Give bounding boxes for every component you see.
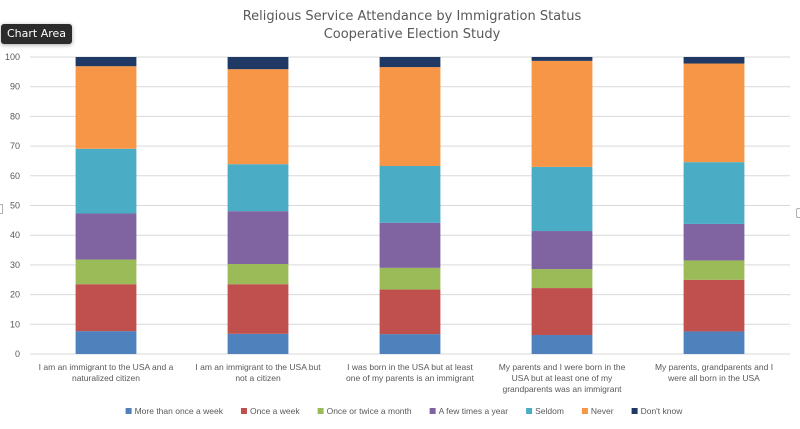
y-tick-label: 70 — [10, 141, 20, 151]
bar-segment-a-few-times-a-year[interactable] — [227, 211, 289, 265]
y-tick-label: 80 — [10, 111, 20, 121]
bar-segment-never[interactable] — [75, 66, 137, 149]
x-category-label: naturalized citizen — [72, 373, 140, 383]
bar-segment-once-a-week[interactable] — [227, 284, 289, 334]
legend-label: Seldom — [535, 406, 564, 416]
bar-segment-a-few-times-a-year[interactable] — [531, 231, 593, 270]
bar-segment-once-or-twice-a-month[interactable] — [531, 269, 593, 289]
y-tick-label: 90 — [10, 82, 20, 92]
bar-segment-never[interactable] — [531, 60, 593, 167]
chart-area-tooltip: Chart Area — [1, 24, 73, 44]
resize-handle-left[interactable] — [0, 204, 3, 214]
y-tick-label: 0 — [15, 349, 20, 359]
bar-segment-more-than-once-a-week[interactable] — [75, 331, 137, 354]
resize-handle-right[interactable] — [796, 208, 800, 218]
legend-swatch — [581, 408, 588, 414]
bar-segment-seldom[interactable] — [531, 166, 593, 232]
bar-segment-once-a-week[interactable] — [531, 288, 593, 335]
legend-swatch — [631, 408, 638, 414]
bar-segment-more-than-once-a-week[interactable] — [531, 334, 593, 354]
chart-subtitle: Cooperative Election Study — [324, 27, 501, 42]
legend-label: Don't know — [641, 406, 684, 416]
x-category-label: I am an immigrant to the USA but — [195, 362, 321, 372]
bar-segment-seldom[interactable] — [75, 148, 137, 214]
y-tick-label: 40 — [10, 230, 20, 240]
x-category-label: My parents, grandparents and I — [655, 362, 773, 372]
y-axis-ticks: 0 10 20 30 40 50 60 70 80 90 100 — [5, 52, 20, 359]
bar-segment-once-or-twice-a-month[interactable] — [683, 260, 745, 280]
bar-segment-once-a-week[interactable] — [683, 279, 745, 332]
bar-segment-never[interactable] — [379, 67, 441, 166]
bar-segment-a-few-times-a-year[interactable] — [379, 222, 441, 268]
bar-segment-more-than-once-a-week[interactable] — [227, 333, 289, 354]
bar-segment-don-t-know[interactable] — [379, 57, 441, 68]
y-tick-label: 20 — [10, 290, 20, 300]
y-tick-label: 60 — [10, 171, 20, 181]
bar-segment-more-than-once-a-week[interactable] — [379, 334, 441, 354]
bar-segment-once-or-twice-a-month[interactable] — [379, 267, 441, 290]
legend: More than once a week Once a week Once or … — [125, 406, 684, 416]
y-tick-label: 30 — [10, 260, 20, 270]
legend-swatch — [526, 408, 533, 414]
legend-swatch — [125, 408, 132, 414]
x-category-label: My parents and I were born in the — [499, 362, 626, 372]
x-category-label: were all born in the USA — [667, 373, 760, 383]
bar-segment-don-t-know[interactable] — [75, 57, 137, 67]
y-tick-label: 50 — [10, 201, 20, 211]
legend-label: Never — [591, 406, 614, 416]
legend-swatch — [317, 408, 324, 414]
bar-segment-don-t-know[interactable] — [683, 57, 745, 64]
y-tick-label: 10 — [10, 319, 20, 329]
bar-segment-a-few-times-a-year[interactable] — [683, 223, 745, 261]
bar-segment-seldom[interactable] — [379, 165, 441, 223]
x-category-label: not a citizen — [235, 373, 281, 383]
y-tick-label: 100 — [5, 52, 20, 62]
legend-swatch — [429, 408, 436, 414]
bar-segment-once-a-week[interactable] — [75, 284, 137, 332]
bar-segment-don-t-know[interactable] — [227, 57, 289, 70]
x-category-label: grandparents was an immigrant — [502, 384, 622, 394]
bar-segment-a-few-times-a-year[interactable] — [75, 213, 137, 260]
x-category-label: I was born in the USA but at least — [347, 362, 473, 372]
bar-segment-don-t-know[interactable] — [531, 57, 593, 61]
legend-label: More than once a week — [135, 406, 224, 416]
x-category-label: one of my parents is an immigrant — [346, 373, 475, 383]
legend-label: A few times a year — [439, 406, 509, 416]
legend-label: Once or twice a month — [327, 406, 412, 416]
bar-segment-seldom[interactable] — [683, 162, 745, 224]
bar-segment-more-than-once-a-week[interactable] — [683, 331, 745, 354]
bar-segment-once-or-twice-a-month[interactable] — [227, 264, 289, 285]
bar-segment-seldom[interactable] — [227, 164, 289, 212]
bars — [75, 57, 745, 354]
bar-segment-once-or-twice-a-month[interactable] — [75, 259, 137, 285]
legend-swatch — [240, 408, 247, 414]
x-axis-labels: I am an immigrant to the USA and anatura… — [39, 362, 773, 394]
legend-label: Once a week — [250, 406, 300, 416]
bar-segment-never[interactable] — [683, 63, 745, 163]
x-category-label: I am an immigrant to the USA and a — [39, 362, 174, 372]
x-category-label: USA but at least one of my — [512, 373, 613, 383]
bar-segment-once-a-week[interactable] — [379, 289, 441, 335]
bar-segment-never[interactable] — [227, 69, 289, 165]
chart-title: Religious Service Attendance by Immigrat… — [243, 9, 582, 24]
